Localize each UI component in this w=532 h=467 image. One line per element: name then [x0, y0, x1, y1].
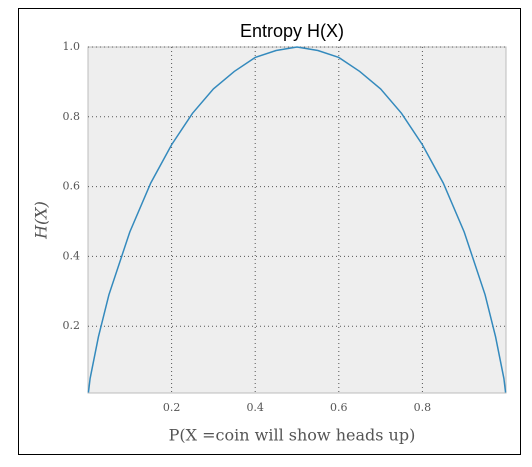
- y-tick-label: 0.4: [63, 249, 81, 262]
- y-tick-label: 1.0: [63, 40, 81, 53]
- x-tick-label: 0.6: [330, 401, 348, 414]
- chart-title: Entropy H(X): [240, 21, 344, 41]
- x-tick-label: 0.8: [414, 401, 432, 414]
- x-tick-label: 0.4: [246, 401, 264, 414]
- line-series: [87, 46, 507, 393]
- y-axis-label: H(X): [32, 201, 51, 240]
- x-tick-label: 0.2: [163, 401, 181, 414]
- y-tick-label: 0.8: [63, 110, 81, 123]
- plot-area: [87, 46, 507, 394]
- y-tick-label: 0.2: [63, 319, 81, 332]
- x-axis-label: P(X =coin will show heads up): [169, 426, 416, 445]
- y-tick-label: 0.6: [63, 180, 81, 193]
